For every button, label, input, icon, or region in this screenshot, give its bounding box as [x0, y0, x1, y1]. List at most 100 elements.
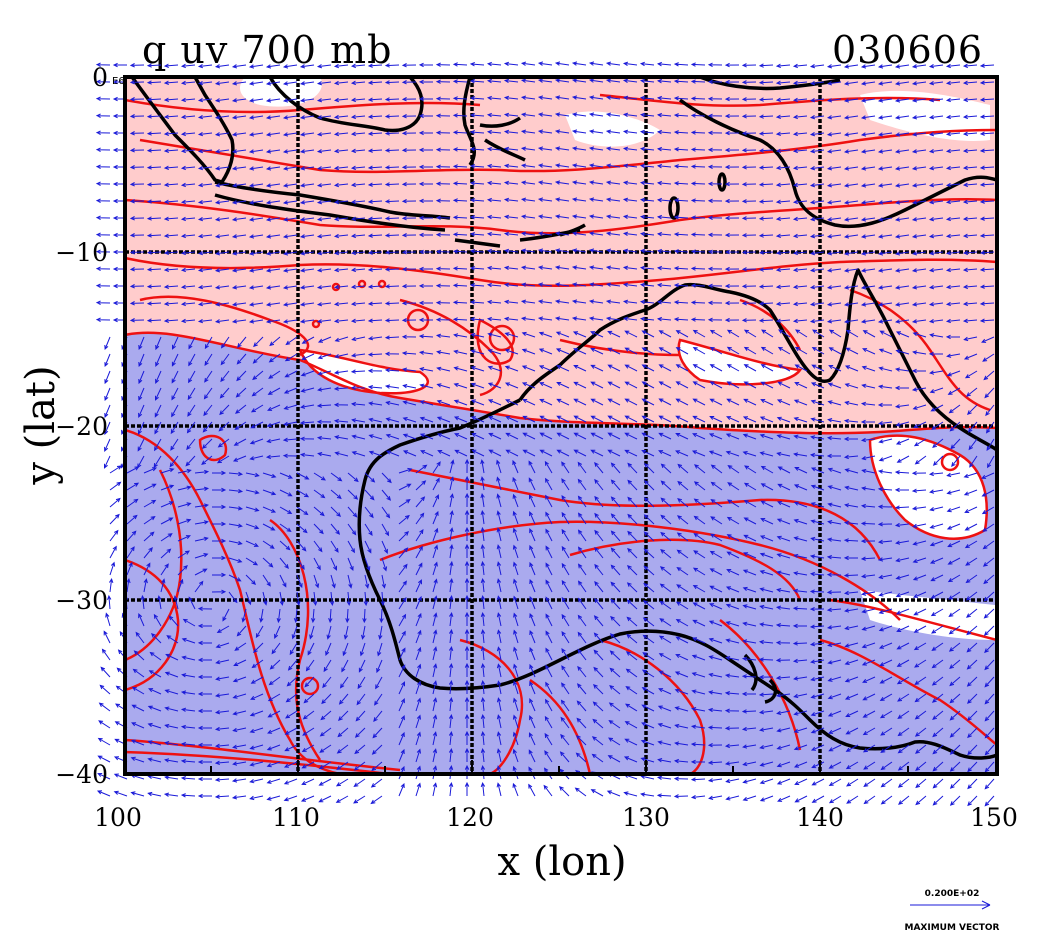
- wind-vector: [448, 713, 454, 729]
- wind-vector: [138, 404, 145, 418]
- wind-vector: [593, 649, 604, 661]
- wind-vector: [384, 233, 400, 238]
- wind-vector: [163, 233, 179, 238]
- wind-vector: [673, 794, 689, 799]
- wind-vector: [169, 455, 179, 468]
- wind-vector: [724, 317, 740, 323]
- wind-vector: [966, 693, 978, 704]
- wind-vector: [658, 688, 672, 695]
- wind-vector: [496, 459, 502, 474]
- wind-vector: [894, 522, 910, 528]
- wind-vector: [401, 233, 417, 238]
- wind-vector: [810, 727, 825, 734]
- wind-vector: [212, 521, 227, 527]
- wind-vector: [487, 365, 502, 372]
- wind-vector: [660, 531, 672, 542]
- wind-vector: [435, 232, 451, 237]
- wind-vector: [657, 740, 672, 746]
- wind-vector: [605, 112, 621, 117]
- wind-vector: [109, 497, 121, 508]
- wind-vector: [809, 114, 825, 120]
- wind-vector: [316, 217, 332, 222]
- wind-vector: [299, 132, 315, 137]
- wind-vector: [228, 488, 244, 494]
- wind-vector: [330, 472, 343, 482]
- wind-vector: [418, 198, 434, 204]
- wind-vector: [897, 744, 910, 754]
- wind-vector: [658, 364, 672, 372]
- wind-vector: [276, 608, 281, 624]
- wind-vector: [248, 132, 264, 137]
- wind-vector: [503, 282, 519, 288]
- wind-vector: [528, 749, 536, 763]
- wind-vector: [545, 494, 553, 508]
- wind-vector: [296, 557, 305, 570]
- wind-vector: [539, 449, 553, 457]
- wind-vector: [911, 302, 927, 307]
- wind-vector: [464, 543, 470, 558]
- wind-vector: [452, 283, 468, 288]
- wind-vector: [707, 317, 723, 323]
- wind-vector: [862, 727, 876, 736]
- wind-vector: [381, 489, 392, 501]
- wind-vector: [860, 401, 876, 407]
- wind-vector: [588, 299, 604, 304]
- wind-vector: [435, 113, 451, 118]
- wind-vector: [282, 319, 298, 324]
- wind-vector: [809, 606, 825, 612]
- wind-vector: [984, 659, 995, 671]
- wind-vector: [862, 710, 876, 718]
- wind-vector: [741, 691, 757, 697]
- wind-vector: [776, 710, 791, 715]
- wind-vector: [965, 557, 978, 566]
- wind-vector: [561, 511, 570, 525]
- wind-vector: [930, 591, 944, 599]
- wind-vector: [966, 625, 978, 636]
- wind-vector: [503, 146, 519, 152]
- wind-vector: [912, 557, 927, 563]
- wind-vector: [861, 642, 876, 649]
- wind-vector: [946, 472, 961, 478]
- wind-vector: [528, 460, 536, 474]
- wind-vector: [449, 560, 454, 576]
- wind-vector: [171, 404, 179, 418]
- wind-vector: [673, 96, 689, 101]
- wind-vector: [879, 710, 893, 719]
- wind-vector: [187, 387, 196, 401]
- wind-vector: [658, 670, 672, 678]
- wind-vector: [402, 450, 417, 457]
- wind-vector: [464, 560, 470, 575]
- wind-vector: [945, 334, 961, 340]
- wind-vector: [337, 710, 349, 722]
- wind-vector: [724, 130, 740, 136]
- wind-vector: [464, 730, 470, 745]
- wind-vector: [945, 267, 961, 273]
- wind-vector: [592, 701, 604, 712]
- wind-vector: [984, 387, 995, 399]
- wind-vector: [469, 130, 485, 135]
- wind-vector: [967, 795, 978, 807]
- wind-vector: [163, 199, 179, 204]
- wind-vector: [245, 489, 260, 495]
- wind-vector: [464, 492, 470, 508]
- wind-vector: [913, 642, 927, 651]
- wind-vector: [576, 717, 587, 729]
- wind-vector: [640, 792, 655, 797]
- wind-vector: [641, 398, 655, 406]
- wind-vector: [269, 336, 281, 347]
- wind-vector: [758, 233, 774, 238]
- wind-vector: [248, 268, 264, 273]
- wind-vector: [529, 494, 536, 508]
- wind-vector: [300, 370, 315, 377]
- wind-vector: [236, 353, 247, 365]
- wind-vector: [419, 400, 434, 406]
- wind-vector: [374, 693, 383, 706]
- wind-vector: [625, 703, 638, 712]
- wind-vector: [418, 79, 434, 85]
- wind-vector: [809, 216, 825, 222]
- wind-vector: [895, 608, 910, 615]
- wind-vector: [591, 736, 604, 746]
- wind-vector: [810, 502, 825, 508]
- wind-vector: [177, 502, 192, 508]
- wind-vector: [436, 350, 451, 355]
